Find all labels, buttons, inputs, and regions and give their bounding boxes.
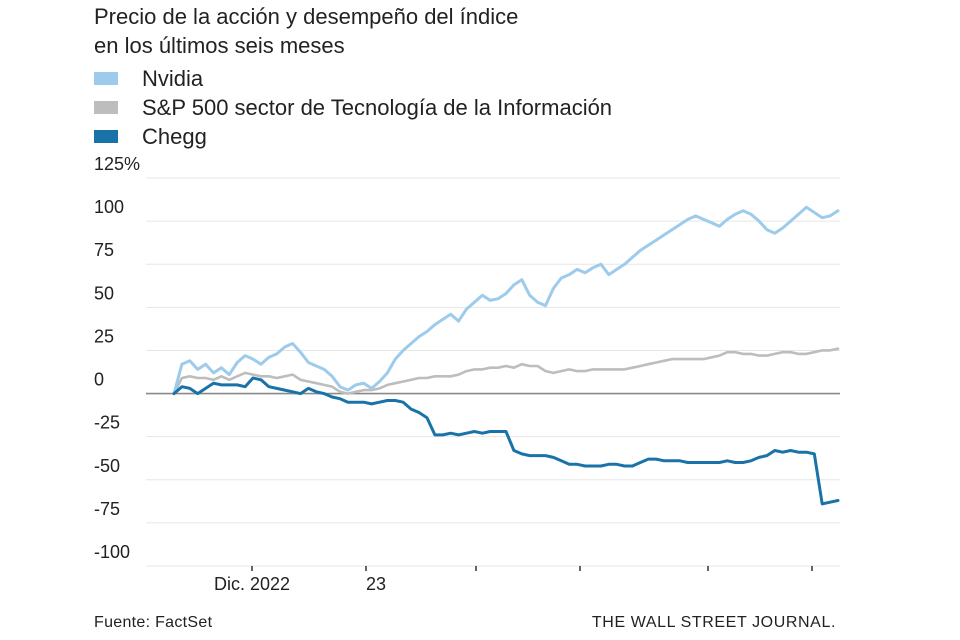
legend-label-nvidia: Nvidia bbox=[142, 65, 204, 91]
chart-title: Precio de la acción y desempeño del índi… bbox=[94, 2, 518, 60]
y-tick-label: -25 bbox=[94, 413, 120, 433]
legend-swatch-nvidia bbox=[94, 72, 118, 85]
legend-label-sp500-tech: S&P 500 sector de Tecnología de la Infor… bbox=[142, 94, 613, 120]
series-line-nvidia bbox=[172, 205, 840, 396]
y-tick-label: -50 bbox=[94, 456, 120, 476]
y-tick-label: -100 bbox=[94, 542, 130, 562]
chart-title-line-1: Precio de la acción y desempeño del índi… bbox=[94, 4, 519, 29]
legend-item-sp500-tech: S&P 500 sector de Tecnología de la Infor… bbox=[94, 93, 612, 122]
y-tick-label: 50 bbox=[94, 283, 114, 303]
y-tick-label: -75 bbox=[94, 499, 120, 519]
legend-label-chegg: Chegg bbox=[142, 123, 207, 149]
y-tick-label: 100 bbox=[94, 197, 124, 217]
legend-swatch-sp500-tech bbox=[94, 101, 118, 114]
x-tick-label: 23 bbox=[366, 574, 386, 594]
y-tick-label: 0 bbox=[94, 370, 104, 390]
chart-title-line-2: en los últimos seis meses bbox=[94, 33, 345, 58]
publisher-credit: THE WALL STREET JOURNAL. bbox=[591, 614, 836, 631]
series-line-s-p-500-sector-de-tecnolog-a-de-la-informaci-n bbox=[172, 347, 840, 395]
x-tick-label: Dic. 2022 bbox=[214, 574, 290, 594]
y-tick-label: 125% bbox=[94, 154, 140, 174]
source-note: Fuente: FactSet bbox=[94, 614, 213, 631]
legend-swatch-chegg bbox=[94, 130, 118, 143]
y-tick-label: 25 bbox=[94, 326, 114, 346]
series-line-chegg bbox=[172, 376, 840, 506]
y-tick-label: 75 bbox=[94, 240, 114, 260]
legend-item-chegg: Chegg bbox=[94, 122, 612, 151]
chart-legend: Nvidia S&P 500 sector de Tecnología de l… bbox=[94, 64, 612, 151]
legend-item-nvidia: Nvidia bbox=[94, 64, 612, 93]
